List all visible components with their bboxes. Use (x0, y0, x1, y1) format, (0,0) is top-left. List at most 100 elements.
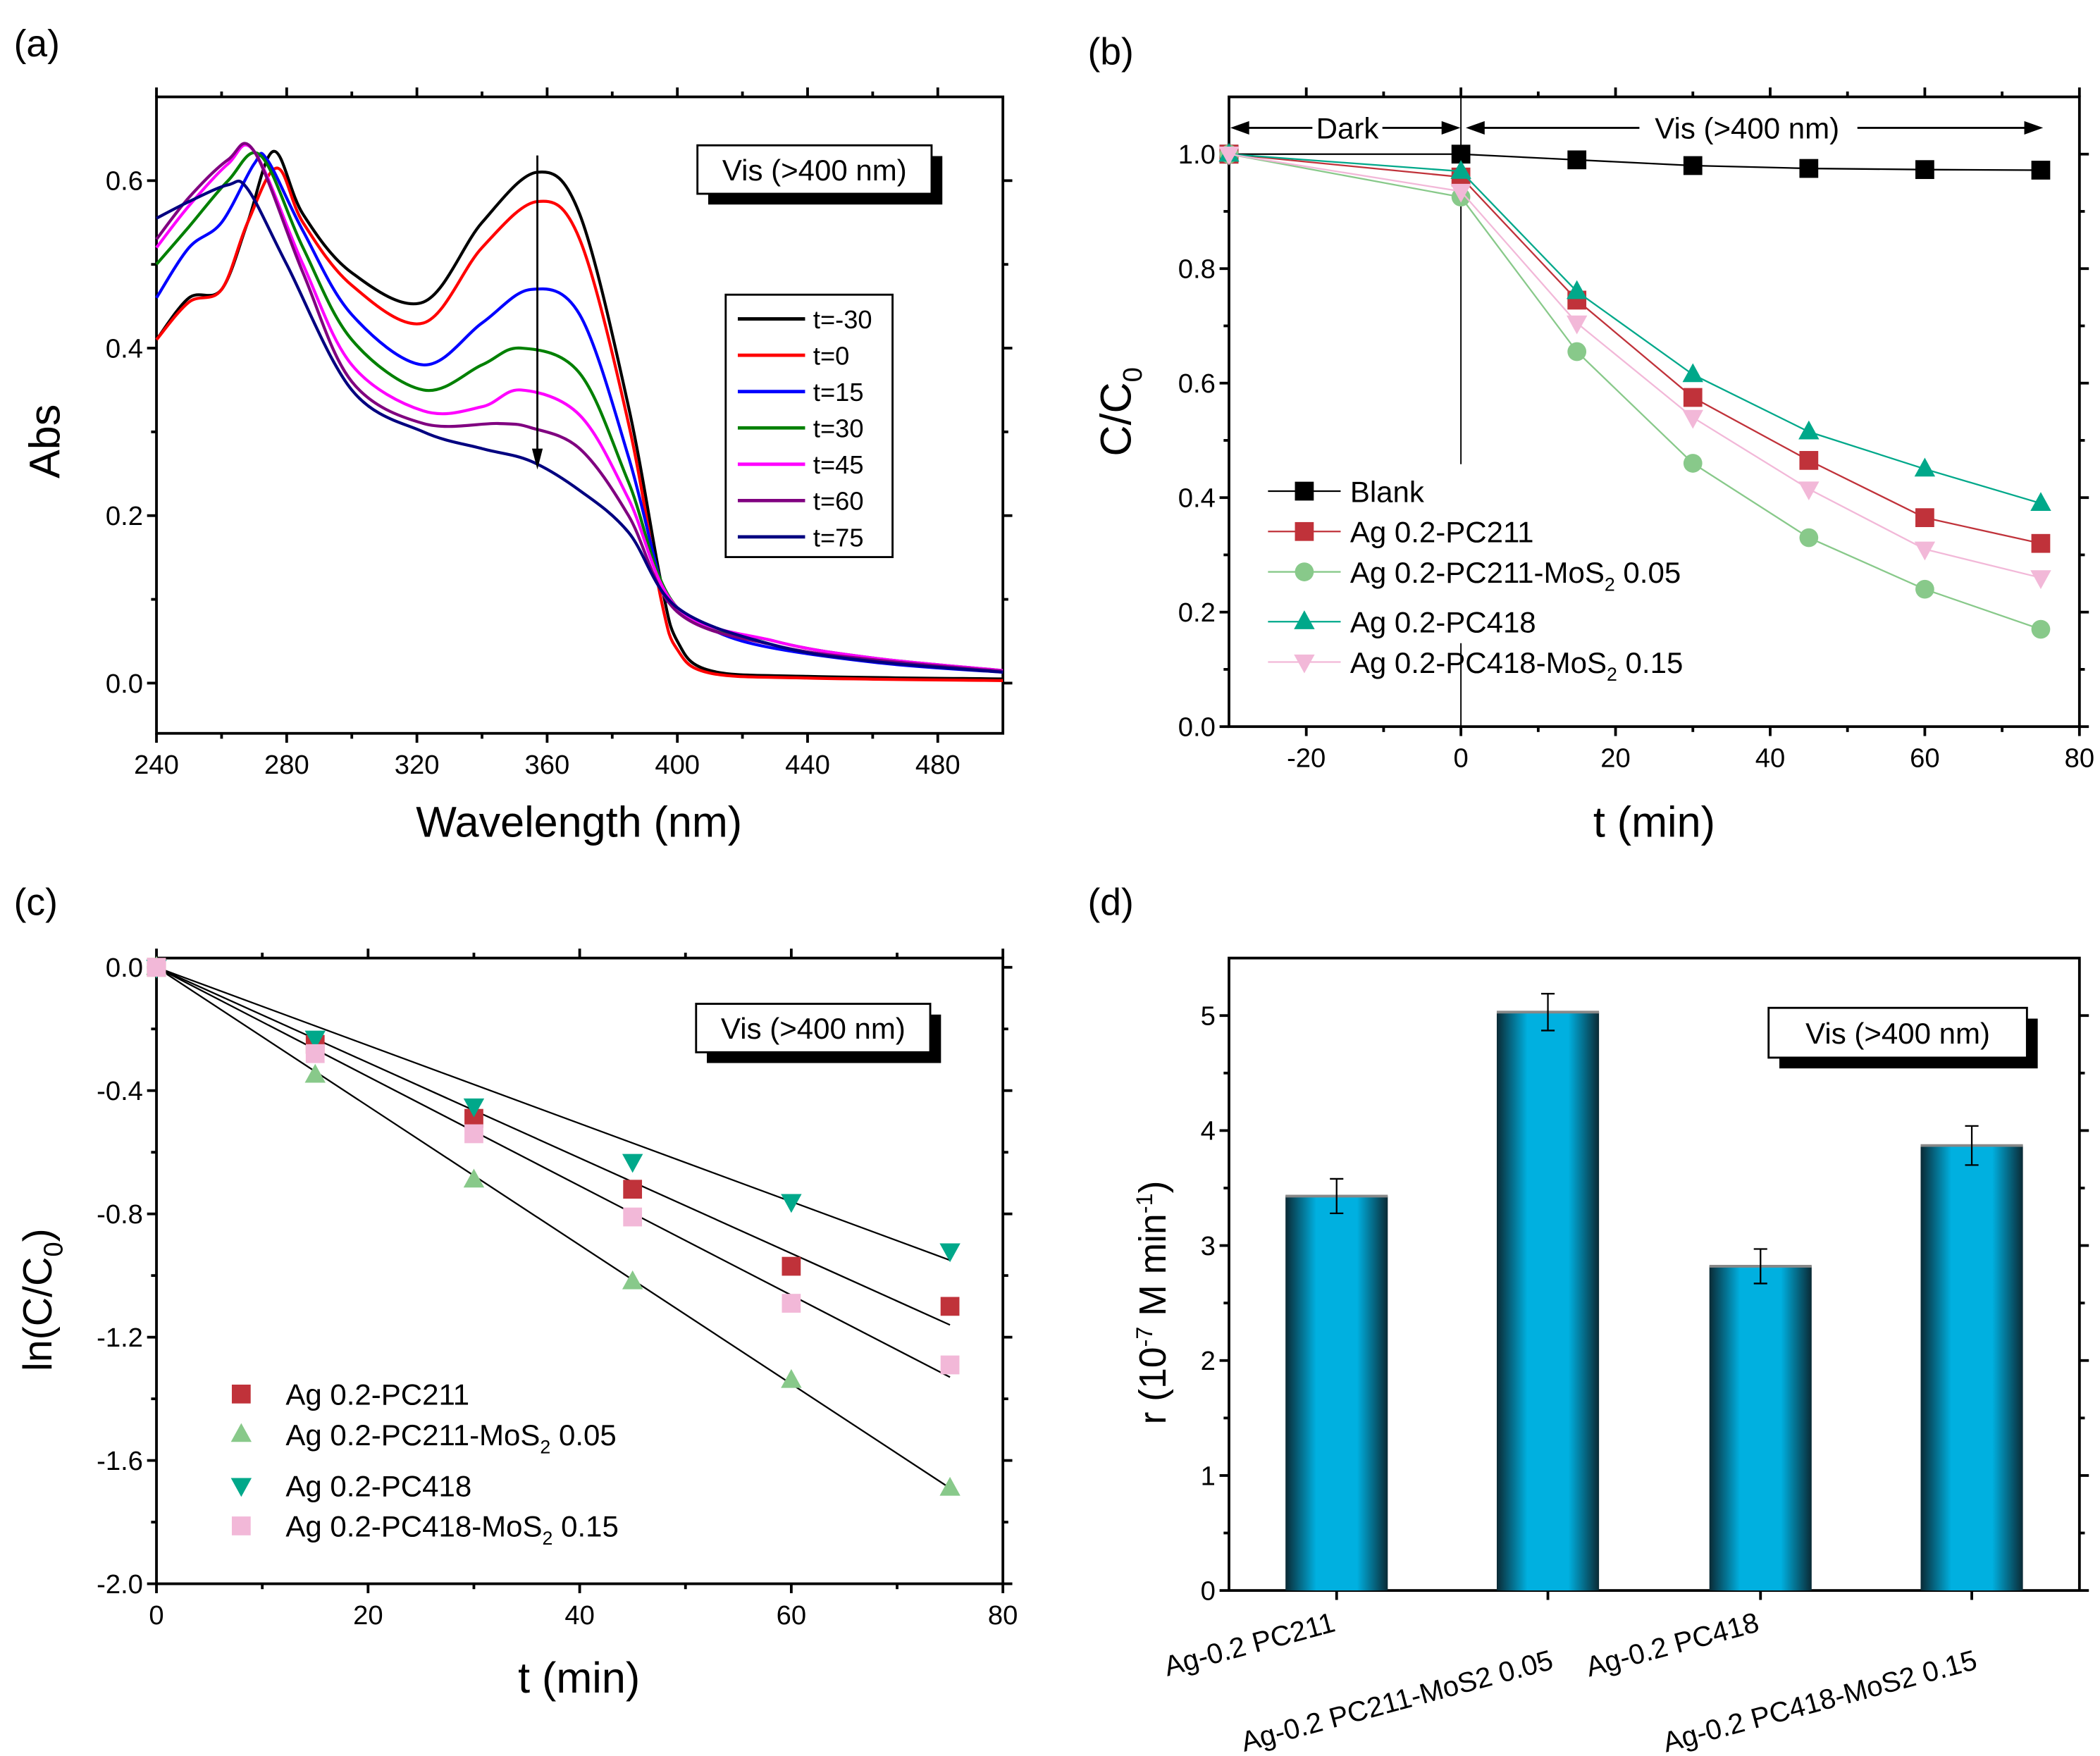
data-point (1682, 409, 1703, 429)
data-point (1799, 451, 1819, 470)
y-tick-label: 0 (1201, 1576, 1216, 1606)
x-tick-label: 40 (564, 1600, 594, 1631)
y-tick-label: 0.0 (1178, 712, 1216, 743)
annotation-box (1767, 1006, 2028, 1059)
data-point (2030, 570, 2051, 589)
text-span: 0 (1118, 367, 1148, 382)
arrow-head-icon (531, 448, 543, 470)
data-point (782, 1256, 801, 1276)
x-tick-label: 480 (915, 750, 961, 780)
data-point (1914, 541, 1936, 561)
arrow-left-icon (1230, 120, 1249, 135)
data-point (1566, 315, 1588, 335)
data-point (1915, 508, 1934, 527)
x-tick-label: 440 (785, 750, 830, 780)
data-point (622, 1154, 643, 1173)
legend-marker (230, 1423, 252, 1442)
legend-box (724, 293, 894, 558)
legend-label: Ag 0.2-PC418 (285, 1469, 471, 1502)
annotation-text: Vis (>400 nm) (1805, 1017, 1990, 1050)
data-point (463, 1168, 485, 1188)
text-span: 0.15 (552, 1510, 618, 1543)
legend-label: Ag 0.2-PC211 (1350, 516, 1534, 549)
fit-line-3 (156, 966, 951, 1378)
data-point (2031, 533, 2051, 553)
y-tick-label: 0.6 (106, 166, 143, 197)
bar-1 (1496, 1012, 1600, 1591)
bar-0 (1285, 1196, 1388, 1591)
legend-label: t=0 (813, 341, 849, 370)
legend-marker (1294, 654, 1315, 674)
x-tick-label: 20 (353, 1600, 383, 1631)
legend-label: t=30 (813, 414, 864, 443)
bar-2 (1709, 1266, 1812, 1591)
data-point (940, 1355, 960, 1375)
fit-line-1 (156, 966, 951, 1489)
data-point (1566, 280, 1588, 299)
x-tick-label: 60 (777, 1600, 806, 1631)
data-point (939, 1476, 961, 1496)
legend-label: t=15 (813, 378, 864, 407)
data-point (304, 1063, 326, 1083)
data-point (1683, 388, 1703, 407)
x-axis-label: t (min) (1593, 798, 1715, 846)
category-label: Ag-0.2 PC211 (1161, 1607, 1338, 1683)
data-point (781, 1368, 802, 1388)
x-tick-label: 240 (134, 750, 179, 780)
category-label: Ag-0.2 PC418-MoS2 0.15 (1660, 1645, 1980, 1756)
panel-label-c: (c) (14, 882, 58, 924)
data-point (1683, 156, 1703, 175)
data-point (1682, 363, 1703, 383)
text-span: Ag 0.2-PC211-MoS (1350, 556, 1605, 589)
text-span: Ag 0.2-PC418-MoS (285, 1510, 542, 1543)
legend-marker (1295, 562, 1314, 581)
panel-label-a: (a) (14, 23, 60, 65)
legend-label: Ag 0.2-PC418-MoS2 0.15 (285, 1510, 618, 1549)
text-span: 2 (1607, 664, 1617, 685)
x-tick-label: 40 (1755, 743, 1785, 773)
series-line-3 (1228, 153, 2042, 505)
text-span: -1 (1132, 1193, 1157, 1213)
data-point (1450, 160, 1471, 179)
y-tick-label: 5 (1201, 1001, 1216, 1032)
legend-marker (1295, 481, 1314, 501)
fit-line-2 (156, 966, 951, 1261)
text-span: ln(C/C (16, 1257, 61, 1371)
plot-frame (155, 95, 1005, 735)
data-point (1683, 454, 1703, 473)
data-point (2030, 492, 2051, 512)
data-point (782, 1294, 801, 1313)
fit-line-0 (156, 966, 951, 1326)
data-point (305, 1044, 325, 1063)
x-tick-label: 80 (2065, 743, 2094, 773)
y-tick-label: 1 (1201, 1461, 1216, 1491)
x-tick-label: 400 (655, 750, 700, 780)
y-tick-label: -2.0 (97, 1569, 143, 1600)
text-span: 0.05 (550, 1418, 616, 1452)
text-span: Ag 0.2-PC211 (285, 1378, 469, 1411)
y-axis-label: C/C0 (1092, 367, 1148, 456)
x-tick-label: 20 (1600, 743, 1630, 773)
text-span: Blank (1350, 475, 1425, 508)
data-point (1799, 528, 1819, 548)
text-span: Ag 0.2-PC418 (1350, 606, 1536, 639)
data-point (940, 1297, 960, 1316)
y-axis-label: ln(C/C0) (16, 1228, 68, 1371)
data-point (1567, 342, 1587, 361)
text-span: Ag 0.2-PC418-MoS (1350, 646, 1607, 679)
panel-a: 240 280 320 360 400 440 480 0.0 0.2 0.4 0.6 Vis (>4… (21, 87, 1013, 846)
plot-frame (1228, 956, 2081, 1593)
panel-label-b: (b) (1087, 32, 1133, 73)
x-tick-label: 280 (264, 750, 309, 780)
y-tick-label: -1.6 (97, 1446, 143, 1476)
text-span: M min (1132, 1213, 1174, 1326)
bar-3 (1920, 1145, 2023, 1591)
data-point (1914, 457, 1936, 477)
data-point (1799, 159, 1819, 178)
x-axis-label: t (min) (518, 1654, 640, 1702)
x-tick-label: -20 (1287, 743, 1326, 773)
x-tick-label: 0 (1453, 743, 1468, 773)
